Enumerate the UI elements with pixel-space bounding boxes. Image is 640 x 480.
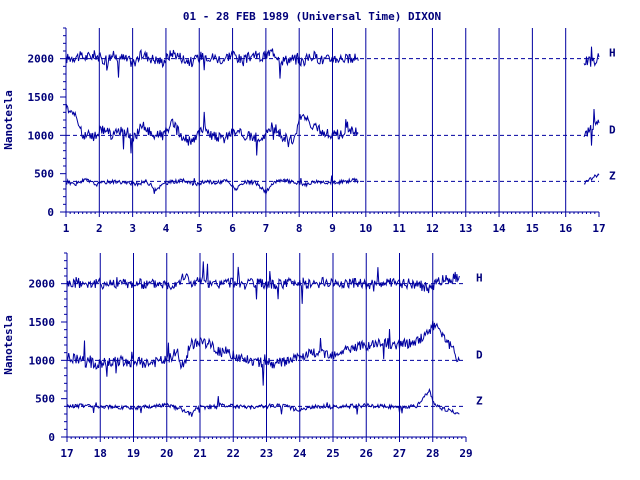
x-tick-label: 4: [163, 222, 170, 235]
chart-title: 01 - 28 FEB 1989 (Universal Time) DIXON: [183, 10, 441, 23]
y-tick-label: 1500: [28, 91, 55, 104]
x-tick-label: 11: [393, 222, 407, 235]
x-tick-label: 18: [94, 447, 107, 460]
panel-feb-1-17: 1 2 3 4 5 6 7 8 9 10 11 12 13 14 15 16 17050010001500200…: [2, 27, 616, 235]
x-tick-label: 26: [360, 447, 374, 460]
x-tick-label: 19: [127, 447, 140, 460]
x-tick-label: 8: [296, 222, 303, 235]
y-tick-label: 1000: [28, 129, 55, 142]
x-tick-label: 28: [426, 447, 439, 460]
x-tick-label: 24: [293, 447, 307, 460]
x-tick-label: 9: [329, 222, 336, 235]
x-tick-label: 14: [492, 222, 506, 235]
component-label-z: Z: [476, 394, 483, 407]
y-tick-label: 1500: [29, 316, 56, 329]
series-trace-h: [65, 48, 359, 79]
y-tick-label: 2000: [28, 53, 55, 66]
x-tick-label: 2: [96, 222, 103, 235]
y-tick-label: 500: [35, 393, 55, 406]
component-label-z: Z: [609, 169, 616, 182]
y-tick-label: 2000: [29, 278, 56, 291]
panel-feb-17-29: 17 18 19 20 21 22 23 24 25 26 27 28 29 0 500 1000 1500 20…: [2, 252, 483, 460]
x-tick-label: 17: [592, 222, 605, 235]
x-tick-label: 23: [260, 447, 273, 460]
x-tick-label: 16: [559, 222, 573, 235]
x-tick-label: 7: [263, 222, 270, 235]
y-tick-label: 0: [47, 206, 54, 219]
series-trace-d: [583, 108, 600, 146]
x-tick-label: 17: [60, 447, 73, 460]
x-tick-label: 13: [459, 222, 472, 235]
y-axis-label: Nanotesla: [2, 315, 15, 375]
component-label-d: D: [609, 123, 616, 136]
series-trace-h: [66, 261, 460, 304]
x-tick-label: 12: [426, 222, 439, 235]
x-tick-label: 21: [193, 447, 207, 460]
x-tick-label: 27: [393, 447, 406, 460]
x-tick-label: 15: [526, 222, 539, 235]
x-tick-label: 29: [459, 447, 472, 460]
x-tick-label: 25: [326, 447, 339, 460]
x-tick-label: 6: [229, 222, 236, 235]
x-tick-label: 3: [129, 222, 136, 235]
x-tick-label: 1: [63, 222, 70, 235]
y-tick-label: 0: [48, 431, 55, 444]
series-trace-d: [65, 103, 359, 156]
series-trace-z: [583, 173, 600, 185]
series-trace-z: [65, 175, 359, 196]
series-trace-z: [66, 387, 460, 417]
x-tick-label: 5: [196, 222, 203, 235]
x-tick-label: 22: [227, 447, 240, 460]
y-tick-label: 500: [34, 168, 54, 181]
x-tick-label: 10: [359, 222, 372, 235]
y-axis-label: Nanotesla: [2, 90, 15, 150]
component-label-h: H: [476, 272, 483, 285]
x-tick-label: 20: [160, 447, 173, 460]
series-trace-h: [583, 46, 600, 67]
y-tick-label: 1000: [29, 354, 56, 367]
component-label-h: H: [609, 47, 616, 60]
series-trace-d: [66, 320, 460, 386]
component-label-d: D: [476, 348, 483, 361]
